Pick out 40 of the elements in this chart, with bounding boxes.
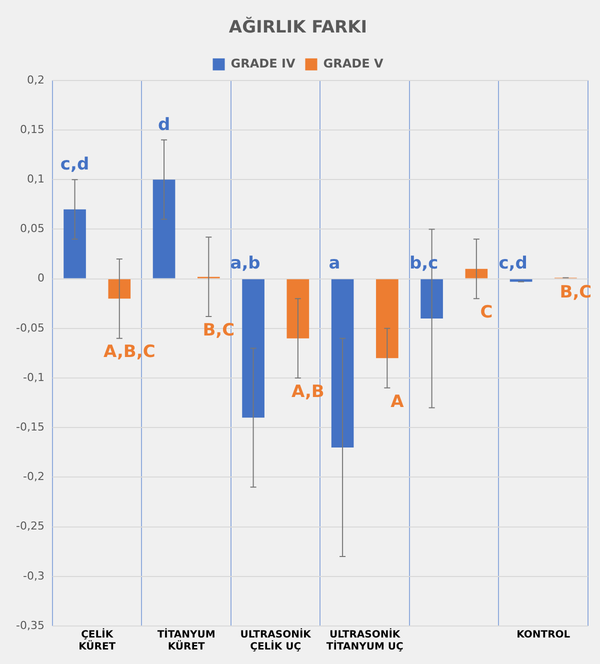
y-tick-label: 0,05 (20, 222, 44, 236)
y-tick-label: -0,1 (22, 370, 44, 384)
legend-label: GRADE V (323, 56, 384, 71)
x-tick-label: KONTROL (516, 630, 571, 641)
y-tick-label: -0,2 (22, 470, 44, 484)
data-label: c,d (498, 254, 528, 274)
data-label: a (328, 254, 340, 274)
bar (376, 279, 398, 358)
x-tick-label: TİTANYUM KÜRET (157, 628, 216, 653)
y-tick-label: -0,25 (16, 520, 44, 533)
bar (242, 279, 264, 418)
legend-label: GRADE IV (230, 56, 296, 71)
data-label: d (158, 114, 170, 135)
data-label: B,C (560, 282, 592, 303)
chart-title: AĞIRLIK FARKI (228, 16, 368, 38)
data-label: C (480, 302, 493, 323)
bar (64, 209, 86, 278)
y-tick-label: 0,2 (26, 73, 44, 86)
bar (286, 279, 310, 338)
y-tick-label: -0,35 (16, 618, 44, 632)
y-tick-label: 0,1 (26, 172, 44, 186)
x-tick-label: ULTRASONİK TİTANYUM UÇ (326, 628, 404, 653)
bar (510, 279, 532, 282)
y-tick-label: -0,3 (22, 569, 44, 582)
y-tick-label: -0,05 (16, 321, 44, 334)
bar (152, 180, 176, 278)
data-label: c,d (60, 154, 90, 175)
data-label: A,B,C (103, 342, 156, 362)
x-tick-label: ULTRASONİK ÇELİK UÇ (240, 628, 312, 653)
x-tick-label: ÇELİK KÜRET (78, 628, 116, 653)
bar (420, 279, 443, 318)
y-tick-label: 0 (37, 272, 44, 285)
y-tick-label: -0,15 (16, 420, 44, 434)
data-label: B,C (202, 320, 235, 340)
bar (108, 279, 131, 299)
y-tick-label: 0,15 (20, 122, 44, 136)
bar (465, 268, 488, 278)
bar (331, 279, 354, 448)
data-label: A,B (291, 382, 324, 402)
data-label: A (390, 392, 405, 412)
